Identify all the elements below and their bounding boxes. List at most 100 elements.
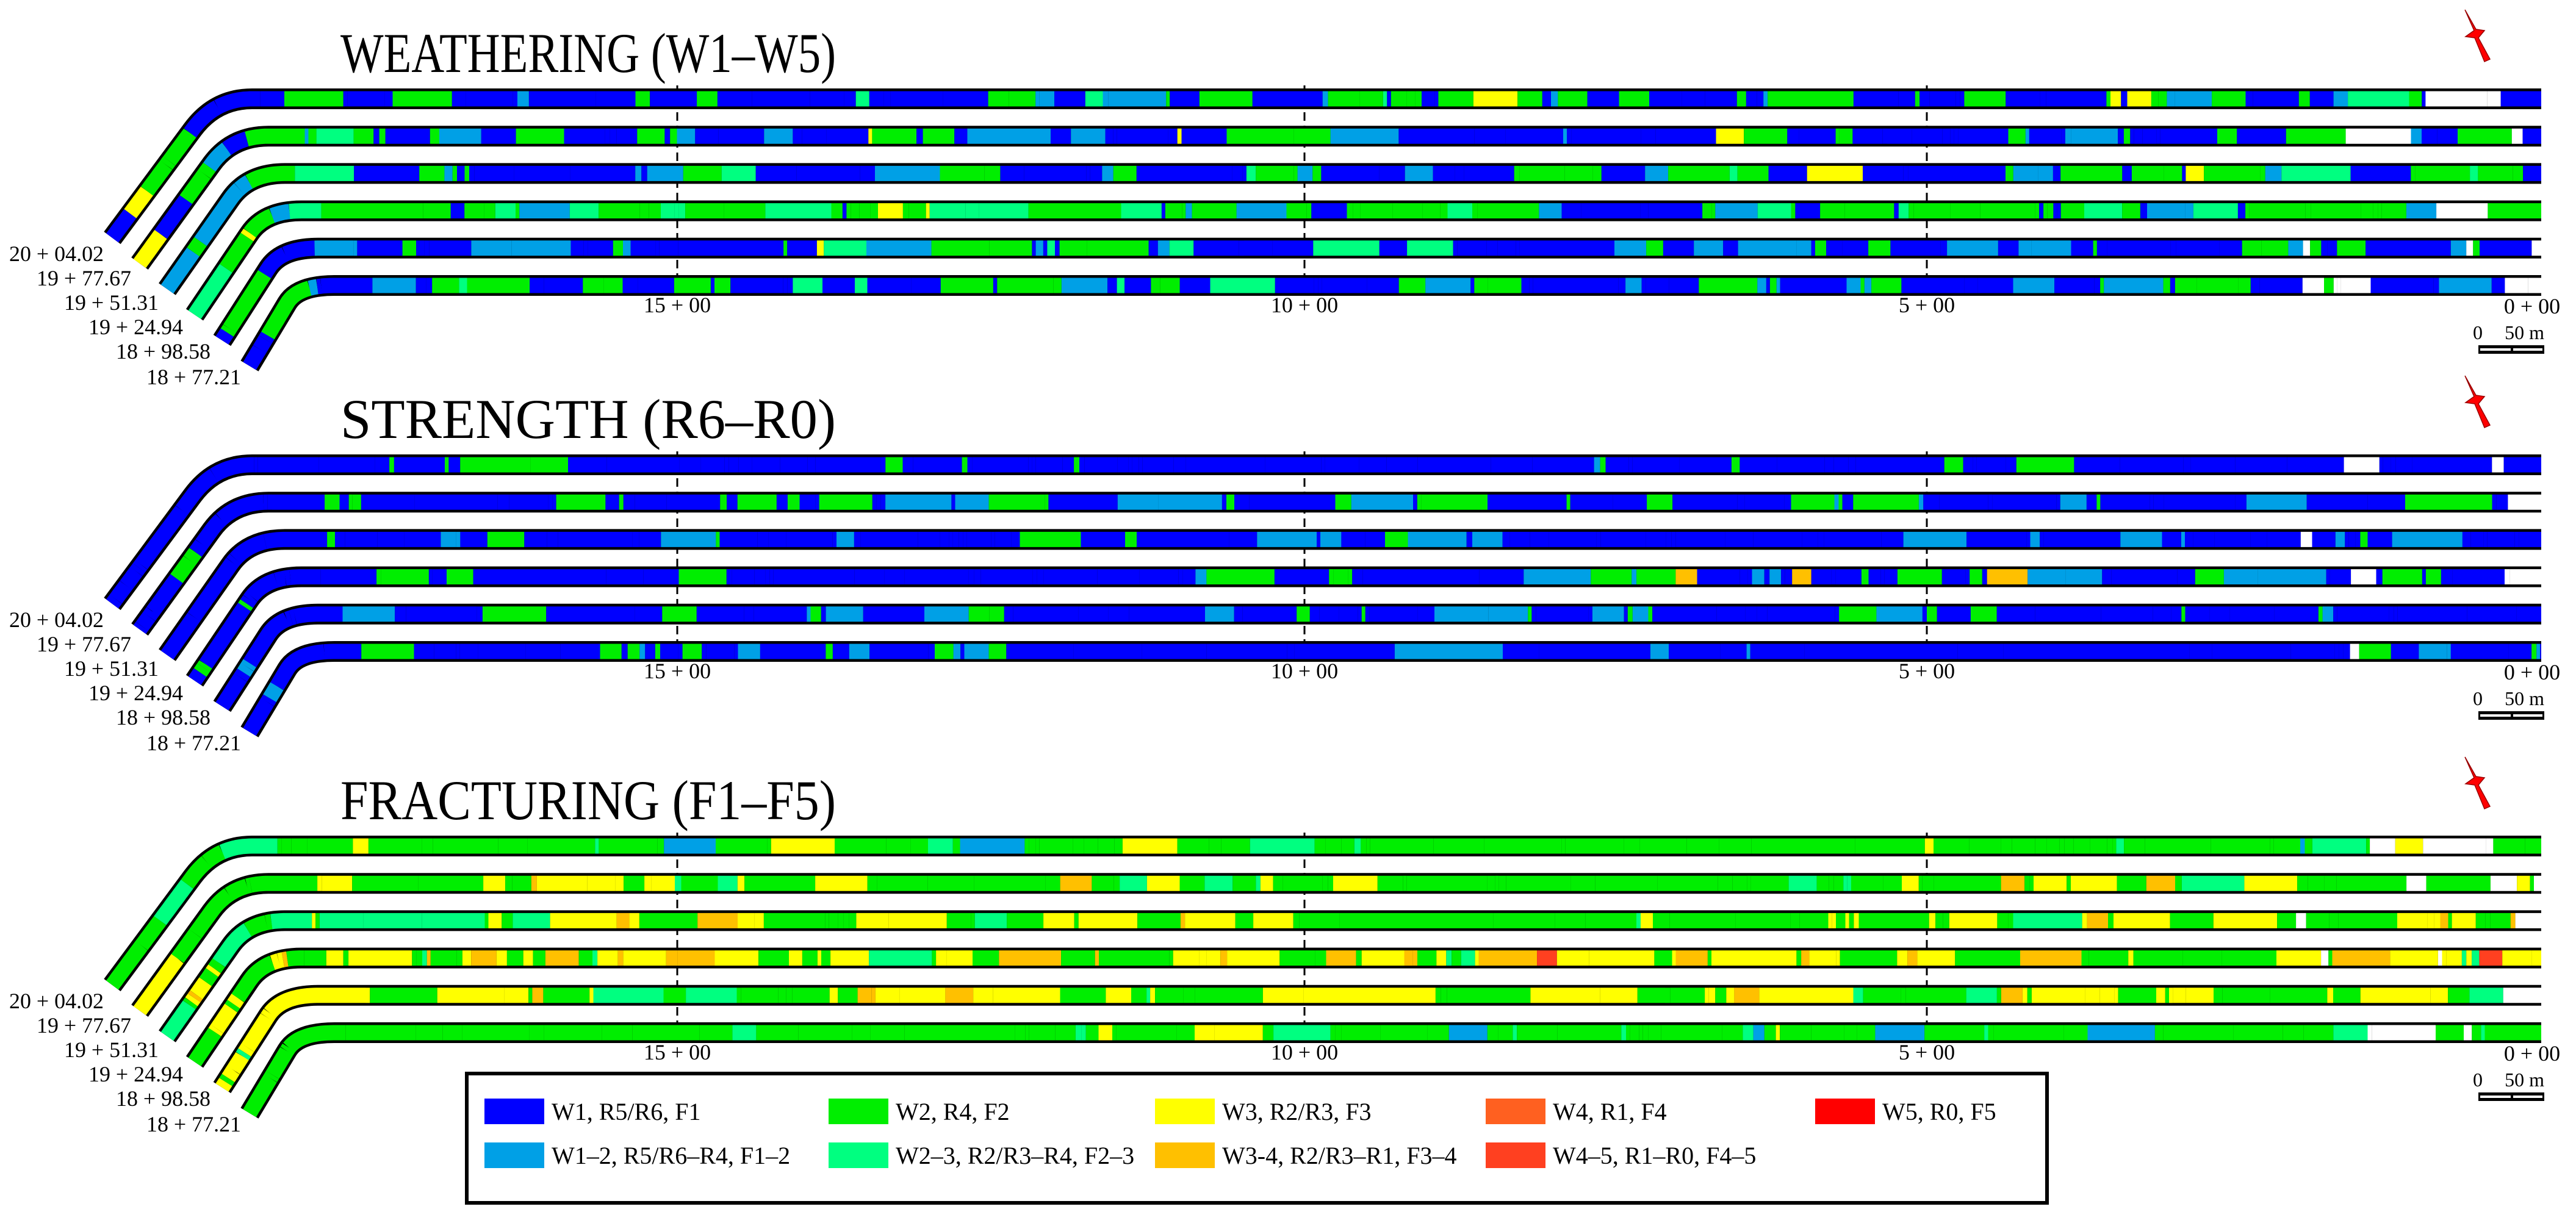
- track-segment: [188, 264, 232, 320]
- borehole-track: [131, 126, 2541, 270]
- chainage-label: 10 + 00: [1271, 1040, 1338, 1064]
- station-label: 19 + 24.94: [88, 681, 183, 705]
- track-segment: [215, 673, 247, 711]
- track-segment: [106, 209, 137, 243]
- borehole-track: [240, 275, 2541, 371]
- borehole-track: [185, 200, 2541, 321]
- north-arrow-icon: [2464, 9, 2491, 62]
- track-segment: [253, 335, 272, 353]
- legend-label: W5, R0, F5: [1882, 1098, 1996, 1125]
- borehole-track: [131, 492, 2541, 636]
- track-segment: [245, 573, 279, 601]
- borehole-track: [240, 641, 2541, 737]
- track-segment: [194, 183, 245, 246]
- track-segment: [243, 209, 275, 238]
- track-segment: [270, 913, 312, 930]
- borehole-track: [104, 454, 2541, 611]
- scale-bar: [2478, 345, 2544, 354]
- track-segment: [280, 1043, 296, 1055]
- track-segment: [270, 644, 325, 690]
- borehole-track: [104, 88, 2541, 245]
- track-segment: [181, 856, 212, 889]
- legend-label: W3-4, R2/R3–R1, F3–4: [1222, 1142, 1456, 1169]
- legend-label: W4–5, R1–R0, F4–5: [1553, 1142, 1756, 1169]
- track-segment: [135, 506, 189, 570]
- track-segment: [263, 682, 284, 702]
- station-label: 19 + 77.67: [37, 632, 131, 656]
- station-label: 20 + 04.02: [9, 989, 104, 1013]
- track-segment: [146, 574, 183, 616]
- borehole-track: [185, 566, 2541, 687]
- track-segment: [210, 1003, 237, 1033]
- track-segment: [201, 845, 226, 868]
- track-outline: [185, 566, 2541, 687]
- track-segment: [245, 878, 253, 894]
- track-segment: [187, 237, 207, 257]
- legend-item: W3-4, R2/R3–R1, F3–4: [1155, 1142, 1456, 1169]
- legend-item: W1, R5/R6, F1: [484, 1098, 700, 1125]
- track-segment: [240, 595, 256, 608]
- track-segment: [316, 278, 323, 295]
- borehole-track: [159, 529, 2541, 661]
- legend-swatch: [1486, 1142, 1545, 1168]
- track-segment: [245, 128, 305, 146]
- track-segment: [154, 880, 193, 925]
- scale-bar: [2478, 711, 2544, 720]
- track-segment: [289, 569, 321, 586]
- track-outline: [240, 641, 2541, 737]
- track-segment: [189, 888, 234, 939]
- track-segment: [234, 668, 251, 682]
- scale-label-zero: 0: [2473, 1069, 2483, 1091]
- track-segment: [238, 1043, 254, 1057]
- track-segment: [124, 187, 154, 218]
- legend-item: W5, R0, F5: [1815, 1098, 1996, 1125]
- track-segment: [264, 1070, 279, 1083]
- panel-title: WEATHERING (W1–W5): [340, 22, 836, 84]
- borehole-track: [131, 873, 2541, 1017]
- legend-swatch: [1155, 1142, 1215, 1168]
- track-segment: [106, 941, 148, 990]
- track-segment: [243, 1074, 277, 1117]
- chainage-label: 15 + 00: [644, 1040, 711, 1064]
- track-segment: [184, 100, 222, 138]
- track-segment: [264, 988, 333, 1019]
- station-label: 19 + 51.31: [64, 1038, 159, 1062]
- track-segment: [215, 328, 234, 345]
- borehole-track: [213, 984, 2541, 1094]
- track-segment: [214, 91, 261, 114]
- track-segment: [225, 1000, 240, 1013]
- track-segment: [249, 875, 318, 893]
- track-segment: [243, 915, 268, 937]
- chainage-label: 10 + 00: [1271, 659, 1338, 683]
- track-segment: [133, 229, 167, 268]
- track-segment: [154, 195, 193, 239]
- track-segment: [308, 279, 319, 296]
- track-segment: [243, 591, 257, 604]
- track-segment: [133, 953, 184, 1016]
- track-segment: [258, 247, 289, 279]
- track-segment: [198, 162, 216, 179]
- track-segment: [160, 156, 176, 170]
- legend-label: W1–2, R5/R6–R4, F1–2: [552, 1142, 790, 1169]
- legend-label: W2, R4, F2: [896, 1098, 1010, 1125]
- north-arrow-icon: [2464, 756, 2491, 809]
- track-segment: [284, 610, 293, 626]
- station-label: 19 + 51.31: [64, 656, 159, 681]
- track-segment: [227, 993, 244, 1009]
- legend-label: W1, R5/R6, F1: [552, 1098, 700, 1125]
- track-segment: [210, 457, 254, 482]
- station-label: 18 + 98.58: [116, 705, 210, 730]
- track-segment: [183, 548, 202, 565]
- track-segment: [171, 929, 202, 963]
- track-segment: [143, 607, 160, 622]
- track-segment: [245, 165, 295, 189]
- track-segment: [219, 1074, 235, 1086]
- track-segment: [130, 563, 145, 576]
- track-segment: [195, 514, 227, 549]
- borehole-track: [159, 910, 2541, 1042]
- chainage-label: 0 + 00: [2504, 1041, 2560, 1066]
- track-segment: [132, 560, 148, 573]
- track-segment: [182, 997, 198, 1009]
